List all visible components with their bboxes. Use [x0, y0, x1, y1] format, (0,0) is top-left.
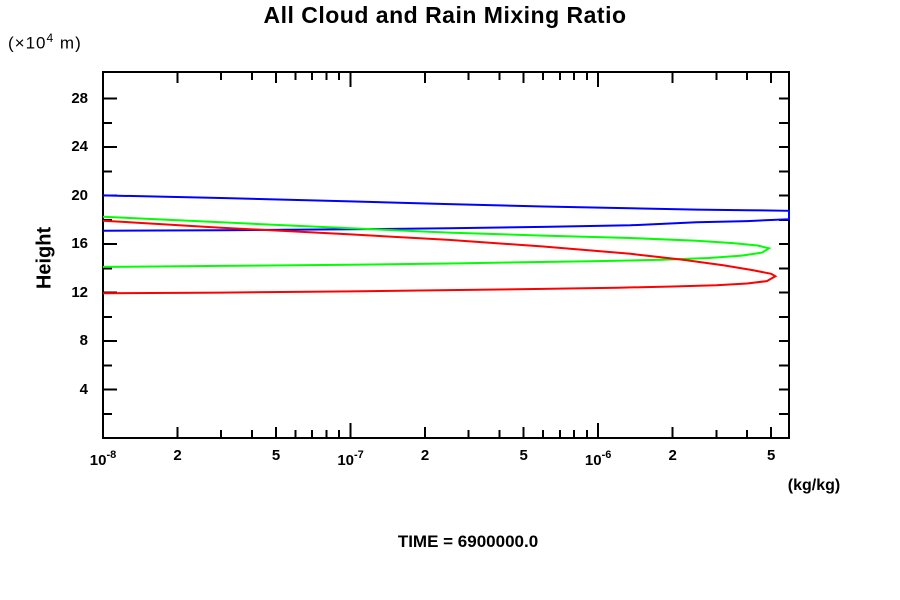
y-tick-label: 8 [79, 332, 88, 350]
x-tick-label: 5 [271, 447, 281, 464]
red-curve [102, 219, 778, 295]
x-tick-label: 10-6 [584, 449, 612, 469]
y-unit-exponent: 4 [46, 31, 55, 45]
x-tick-label: 2 [173, 447, 182, 464]
y-tick-label: 24 [71, 138, 88, 156]
x-axis-unit-label: (kg/kg) [787, 477, 841, 494]
y-unit-prefix: (×10 [8, 33, 47, 53]
blue-curve [102, 194, 790, 232]
x-tick-label: 5 [519, 447, 528, 464]
y-tick-label: 28 [71, 89, 88, 107]
y-tick-label: 4 [79, 380, 88, 398]
chart-title: All Cloud and Rain Mixing Ratio [263, 2, 627, 28]
x-tick-label: 2 [668, 447, 677, 464]
y-unit-suffix: m) [54, 33, 82, 53]
y-axis-unit-label: (×104 m) [8, 31, 82, 54]
green-curve [102, 215, 772, 268]
x-tick-label: 2 [420, 447, 430, 464]
plot-frame [102, 71, 790, 439]
x-tick-label: 10-7 [337, 449, 364, 469]
time-annotation: TIME = 6900000.0 [397, 532, 539, 551]
x-tick-label: 10-8 [89, 449, 117, 469]
y-tick-label: 16 [71, 235, 88, 253]
x-tick-label: 5 [767, 447, 776, 464]
y-tick-label: 20 [71, 186, 88, 204]
y-tick-label: 12 [71, 283, 88, 301]
